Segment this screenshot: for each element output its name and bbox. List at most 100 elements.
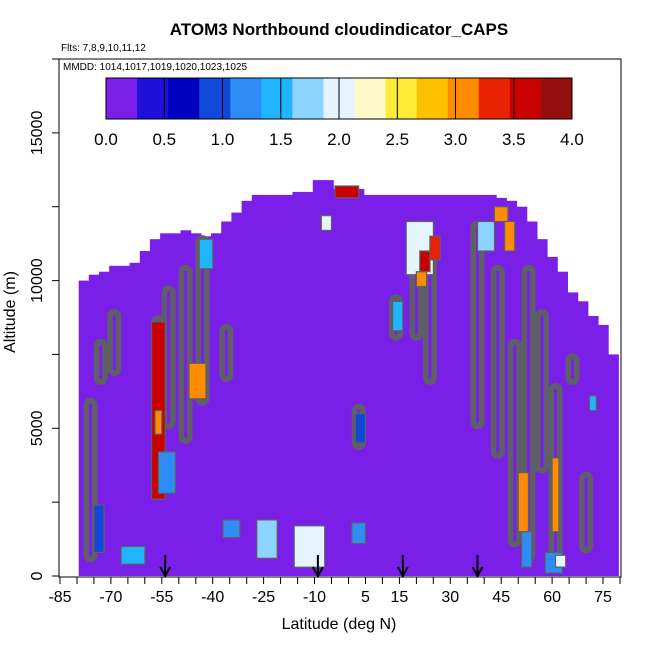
coverage-column [394, 194, 406, 576]
contour-line [107, 309, 122, 377]
contour-line [511, 342, 519, 544]
contour-line [221, 325, 232, 380]
colorbar-segment [385, 78, 418, 119]
cloud-cell [334, 185, 360, 199]
coverage-column [384, 194, 395, 576]
colorbar-tick-label: 2.5 [385, 130, 409, 149]
contour-line [538, 313, 546, 470]
contour-line [180, 266, 191, 443]
dates-label: MMDD: 1014,1017,1019,1020,1023,1025 [63, 62, 247, 73]
cloud-cell [320, 215, 333, 232]
coverage-column [200, 236, 212, 577]
contour-line [97, 342, 105, 382]
x-tick-label: 30 [441, 589, 459, 606]
x-tick-label: 5 [361, 589, 370, 606]
contour-line [492, 266, 504, 457]
coverage-column [424, 194, 436, 576]
colorbar-segment [447, 78, 480, 119]
colorbar-tick-label: 0.5 [152, 130, 176, 149]
x-tick-label: -85 [48, 589, 71, 606]
colorbar-segment [230, 78, 262, 119]
coverage-column [353, 189, 365, 576]
colorbar-segment [354, 78, 387, 119]
coverage-column [414, 194, 426, 576]
x-tick-label: -70 [99, 589, 122, 606]
cloud-cell [154, 410, 163, 435]
coverage-column [404, 194, 416, 576]
coverage-column [608, 354, 619, 576]
contour-line [507, 338, 522, 548]
cloud-cell [256, 519, 278, 559]
plot-frame [58, 58, 622, 578]
coverage-column [323, 180, 334, 576]
cloud-cell [551, 457, 560, 533]
coverage-column [251, 194, 263, 576]
cloud-cell [415, 271, 428, 288]
x-tick-label: -55 [150, 589, 173, 606]
coverage-column [567, 292, 579, 576]
colorbar-tick-label: 1.5 [269, 130, 293, 149]
colorbar-tick-label: 2.0 [327, 130, 351, 149]
coverage-column [221, 221, 232, 576]
contour-line [219, 323, 234, 382]
coverage-column [435, 194, 446, 576]
cloud-cell [188, 362, 207, 400]
contour-line [490, 264, 505, 459]
coverage-column [536, 239, 548, 576]
coverage-column [99, 271, 110, 576]
coverage-column [587, 316, 599, 576]
coverage-column [282, 194, 294, 576]
cloud-cell [517, 472, 530, 533]
cloud-cell [93, 504, 105, 554]
cloud-cell [493, 206, 509, 223]
colorbar-tick-label: 0.0 [94, 130, 118, 149]
colorbar-segment [292, 78, 324, 119]
contour-line [165, 289, 173, 426]
coverage-column [557, 271, 568, 576]
colorbar-segment [261, 78, 293, 119]
contour-line [582, 475, 590, 550]
cloud-cell [392, 300, 404, 332]
contour-line [95, 340, 106, 384]
colorbar-tick-label: 3.0 [444, 130, 468, 149]
x-tick-label: 15 [391, 589, 409, 606]
cloud-cell [354, 412, 367, 444]
coverage-column [577, 301, 589, 576]
colorbar-segment [199, 78, 231, 119]
cloud-cell [520, 531, 533, 568]
coverage-column [129, 262, 141, 576]
coverage-column [445, 194, 456, 576]
coverage-column [302, 191, 314, 576]
colorbar-segment [106, 78, 138, 119]
y-tick-label: 15000 [29, 111, 46, 156]
x-tick-label: 60 [543, 589, 561, 606]
y-tick-label: 0 [29, 571, 46, 580]
cloud-cell [222, 519, 241, 539]
coverage-column [272, 194, 283, 576]
coverage-column [170, 233, 182, 577]
coverage-column [261, 194, 273, 576]
contour-line [195, 235, 210, 406]
cloud-cell [429, 235, 441, 261]
y-axis-label: Altitude (m) [2, 271, 19, 353]
coverage-column [231, 212, 243, 576]
coverage-column [343, 189, 355, 576]
colorbar: 0.0 0.5 1.0 1.5 2.0 2.5 3.0 3.5 4.0 [94, 77, 584, 149]
cloud-cell [554, 554, 567, 568]
profile-marker-arrowhead [396, 566, 409, 579]
coverage-column [211, 233, 222, 577]
coverage-column [119, 265, 131, 576]
x-axis-label: Latitude (deg N) [282, 616, 397, 633]
contour-line [85, 399, 96, 561]
profile-marker-arrowhead [471, 566, 484, 579]
coverage-column [109, 265, 120, 576]
chart-title: ATOM3 Northbound cloudindicator_CAPS [170, 20, 508, 39]
coverage-column [363, 194, 375, 576]
coverage-column [292, 191, 304, 576]
x-tick-label: -40 [201, 589, 224, 606]
coverage-column [241, 200, 253, 577]
contour-line [534, 309, 549, 474]
coverage-column [333, 189, 344, 576]
coverage-column [312, 180, 324, 576]
